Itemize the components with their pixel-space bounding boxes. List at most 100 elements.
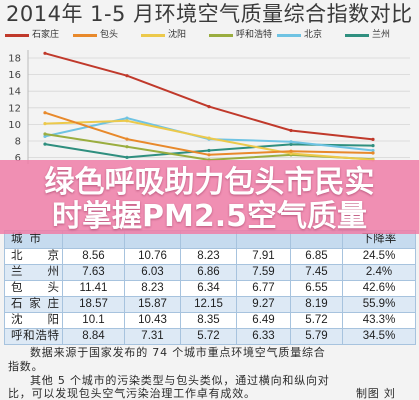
data-point	[43, 51, 47, 55]
line-chart: 18 16 14 12 10 8 6	[8, 50, 410, 164]
table-row: 石家庄 18.57 15.87 12.15 9.27 8.19 55.9%	[4, 296, 416, 313]
data-point	[289, 140, 293, 144]
city-cell: 兰州	[4, 264, 63, 281]
data-point	[371, 137, 375, 141]
decline-cell: 43.3%	[342, 312, 416, 329]
city-name: 石家庄	[11, 298, 59, 310]
city-cell: 沈阳	[4, 312, 63, 329]
city-cell: 北京	[4, 248, 63, 265]
value-cell: 18.57	[62, 296, 125, 313]
value-cell: 6.86	[180, 264, 237, 281]
footnote-line: 比，可以发现包头空气污染治理工作卓有成效。	[8, 387, 256, 400]
value-cell: 7.31	[124, 328, 181, 345]
data-point	[371, 151, 375, 155]
value-cell: 5.72	[290, 312, 343, 329]
data-point	[289, 142, 293, 146]
legend-item: 包头	[73, 29, 141, 41]
value-cell: 7.45	[290, 264, 343, 281]
legend-label: 北京	[304, 30, 323, 40]
footnote-line: 其他 5 个城市的污染类型与包头类似，通过横向和纵向对	[30, 374, 330, 387]
legend-item: 呼和浩特	[209, 29, 277, 41]
data-point	[43, 132, 47, 136]
value-cell: 10.43	[124, 312, 181, 329]
table-row: 沈阳 10.1 10.43 8.35 6.49 5.72 43.3%	[4, 312, 416, 329]
decline-cell: 34.5%	[342, 328, 416, 345]
legend-item: 石家庄	[5, 29, 73, 41]
value-cell: 8.23	[124, 280, 181, 297]
data-point	[207, 153, 211, 157]
legend-label: 石家庄	[32, 30, 60, 40]
value-cell: 8.19	[290, 296, 343, 313]
value-cell: 15.87	[124, 296, 181, 313]
decline-cell: 55.9%	[342, 296, 416, 313]
legend-label: 沈阳	[168, 30, 187, 40]
value-cell: 5.79	[290, 328, 343, 345]
value-cell: 10.76	[124, 248, 181, 265]
data-point	[289, 149, 293, 153]
y-tick-label: 10	[8, 120, 21, 131]
legend-label: 呼和浩特	[236, 30, 273, 40]
y-tick-label: 14	[8, 87, 21, 98]
legend-swatch	[345, 33, 369, 37]
data-point	[125, 116, 129, 120]
headline-banner: 绿色呼吸助力包头市民实 时掌握PM2.5空气质量	[0, 160, 419, 234]
legend-item: 沈阳	[141, 29, 209, 41]
data-point	[289, 151, 293, 156]
data-point	[207, 105, 211, 109]
legend-swatch	[141, 33, 165, 37]
city-cell: 呼和浩特	[4, 328, 63, 345]
city-cell: 石家庄	[4, 296, 63, 313]
legend-swatch	[73, 33, 97, 37]
header-decline: 下降率	[342, 230, 416, 249]
legend-label: 包头	[100, 30, 119, 40]
value-cell: 6.77	[236, 280, 291, 297]
data-table: 城市 下降率 北京 8.56 10.76 8.23 7.91 6.85 24.5% 兰州 7.6…	[4, 230, 416, 345]
decline-cell: 2.4%	[342, 264, 416, 281]
table-row: 呼和浩特 8.84 7.31 5.72 6.33 5.79 34.5%	[4, 328, 416, 345]
value-cell: 6.33	[236, 328, 291, 345]
value-cell: 7.63	[62, 264, 125, 281]
data-point	[207, 148, 211, 153]
table-body: 北京 8.56 10.76 8.23 7.91 6.85 24.5% 兰州 7.63 6.03 6.…	[4, 248, 416, 345]
y-tick-label: 6	[15, 153, 21, 164]
data-point	[43, 142, 47, 146]
table-row: 兰州 7.63 6.03 6.86 7.59 7.45 2.4%	[4, 264, 416, 281]
value-cell: 9.27	[236, 296, 291, 313]
city-name: 包头	[11, 282, 59, 294]
y-tick-label: 16	[8, 70, 21, 81]
chart-title: 2014年 1-5 月环境空气质量综合指数对比	[6, 2, 413, 26]
header-city: 城市	[11, 233, 41, 245]
data-point	[125, 155, 129, 159]
data-point	[371, 148, 375, 153]
chart-credit: 制图 刘	[356, 387, 396, 400]
decline-cell: 24.5%	[342, 248, 416, 265]
city-name: 北京	[11, 250, 59, 262]
city-cell: 包头	[4, 280, 63, 297]
value-cell: 8.84	[62, 328, 125, 345]
legend-label: 兰州	[372, 30, 391, 40]
banner-line: 绿色呼吸助力包头市民实	[44, 165, 375, 200]
value-cell: 6.55	[290, 280, 343, 297]
value-cell: 10.1	[62, 312, 125, 329]
data-point	[125, 137, 129, 141]
data-point	[125, 119, 129, 123]
value-cell: 11.41	[62, 280, 125, 297]
series-line	[44, 52, 374, 141]
data-point	[43, 111, 47, 115]
legend-item: 北京	[277, 29, 345, 41]
data-point	[43, 134, 47, 138]
value-cell: 12.15	[180, 296, 237, 313]
y-tick-label: 12	[8, 103, 21, 114]
city-name: 呼和浩特	[11, 330, 59, 342]
data-point	[125, 145, 129, 149]
y-tick-label: 18	[8, 54, 21, 65]
footnote-line: 数据来源于国家发布的 74 个城市重点环境空气质量综合	[30, 346, 326, 359]
legend-swatch	[5, 33, 29, 37]
data-point	[371, 144, 375, 148]
legend-swatch	[209, 33, 233, 37]
value-cell: 6.85	[290, 248, 343, 265]
table-row: 北京 8.56 10.76 8.23 7.91 6.85 24.5%	[4, 248, 416, 265]
value-cell: 6.49	[236, 312, 291, 329]
chart-legend: 石家庄 包头 沈阳 呼和浩特 北京 兰州	[5, 29, 413, 41]
data-point	[125, 74, 129, 78]
